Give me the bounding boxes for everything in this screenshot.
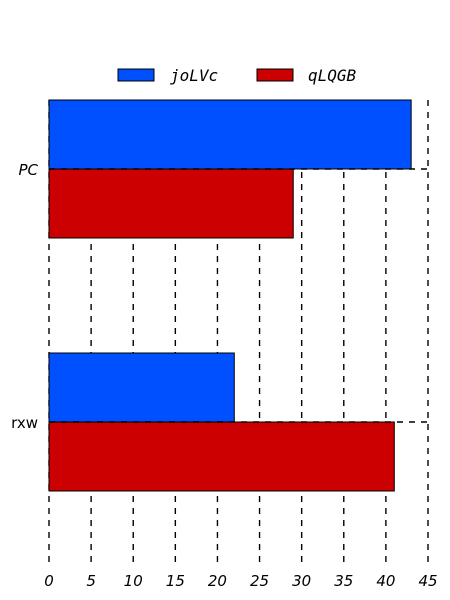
x-tick-label-20: 20 [208,572,227,590]
category-separators [49,168,428,423]
x-tick-label-45: 45 [418,572,437,590]
legend-swatch-joLVc [117,68,155,82]
x-tick-label-10: 10 [124,572,143,590]
x-tick-label-15: 15 [166,572,185,590]
legend: joLVc qLQGB [117,66,357,85]
bar-joLVc-PC [48,99,412,170]
legend-label-qLQGB: qLQGB [308,66,357,85]
y-tick-label-PC: PC [18,161,38,179]
x-tick-label-40: 40 [376,572,395,590]
x-tick-label-35: 35 [334,572,353,590]
bar-qLQGB-PC [48,168,294,239]
x-tick-label-30: 30 [292,572,311,590]
legend-swatch-qLQGB [256,68,294,82]
x-tick-label-25: 25 [250,572,269,590]
bars [48,99,412,492]
bar-qLQGB-rxw [48,421,395,492]
x-tick-label-0: 0 [44,572,54,590]
y-tick-label-rxw: rxw [11,414,38,432]
legend-label-joLVc: joLVc [170,66,218,85]
axis-labels: 0 5 10 15 20 25 30 35 40 45 PC rxw [11,161,437,590]
bar-joLVc-rxw [48,352,235,423]
x-tick-label-5: 5 [86,572,96,590]
